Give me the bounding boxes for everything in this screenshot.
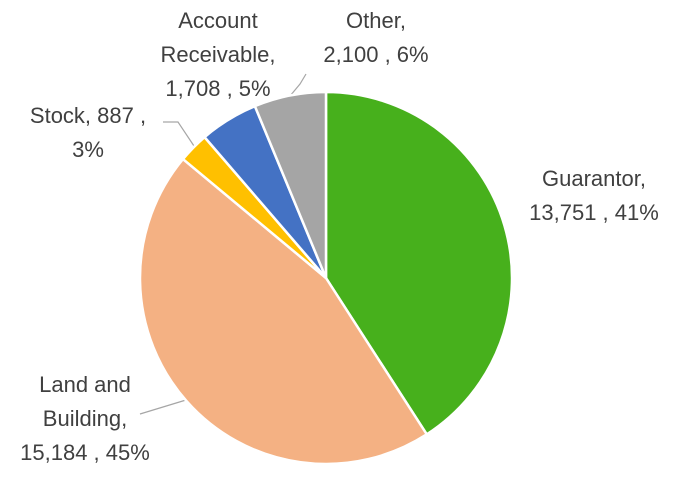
pie-slice	[138, 157, 429, 466]
data-label: 13,751 , 41%	[529, 200, 659, 225]
data-label: 3%	[72, 137, 104, 162]
pie-slice	[253, 90, 328, 279]
data-label: 15,184 , 45%	[20, 440, 150, 465]
data-label: Land and	[39, 372, 131, 397]
data-label: 2,100 , 6%	[323, 42, 428, 67]
data-label: Account	[178, 8, 258, 33]
leader-line	[163, 121, 195, 147]
data-label: Stock, 887 ,	[30, 103, 146, 128]
data-label: Building,	[43, 406, 127, 431]
leader-line	[139, 399, 187, 415]
leader-line	[289, 73, 307, 97]
data-label: Receivable,	[161, 42, 276, 67]
data-label: Guarantor,	[542, 166, 646, 191]
data-label: Other,	[346, 8, 406, 33]
data-label: 1,708 , 5%	[165, 76, 270, 101]
